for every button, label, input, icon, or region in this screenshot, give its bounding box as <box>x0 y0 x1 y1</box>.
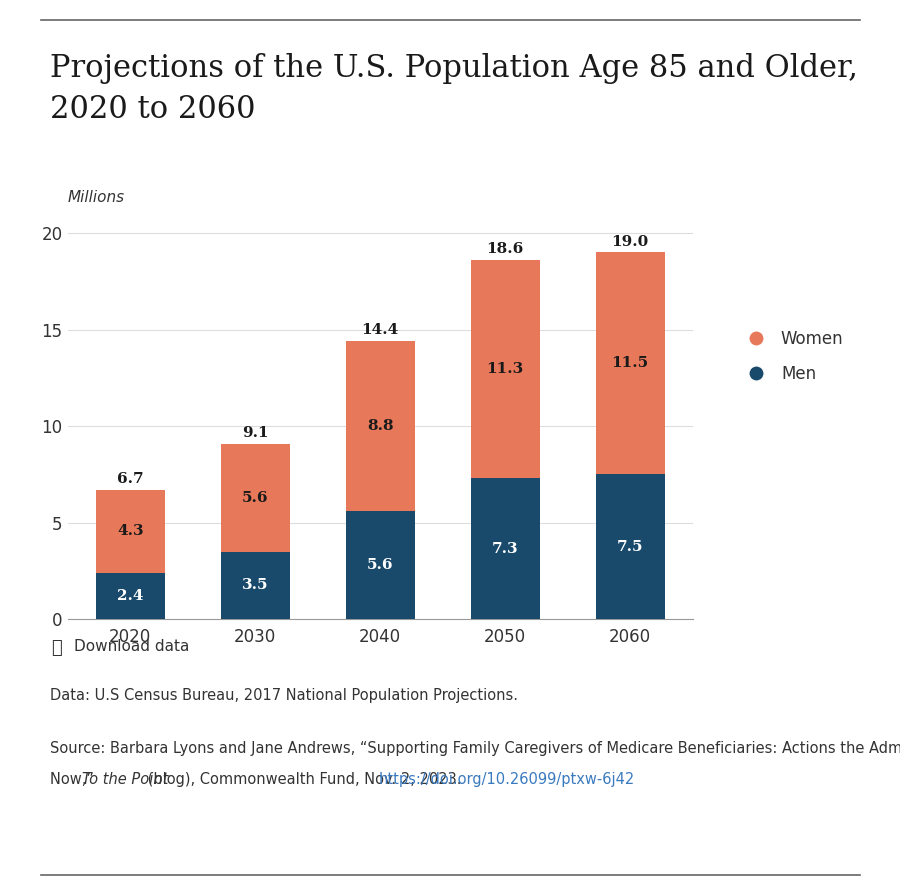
Bar <box>471 478 540 619</box>
Text: 11.5: 11.5 <box>612 356 649 371</box>
Bar <box>471 260 540 478</box>
Bar <box>220 552 290 619</box>
Text: Download data: Download data <box>74 639 189 654</box>
Text: 3.5: 3.5 <box>242 578 268 593</box>
Bar <box>346 341 415 511</box>
Text: 9.1: 9.1 <box>242 426 268 440</box>
Text: https://doi.org/10.26099/ptxw-6j42: https://doi.org/10.26099/ptxw-6j42 <box>379 772 635 788</box>
Bar <box>596 474 664 619</box>
Text: (blog), Commonwealth Fund, Nov. 2, 2023.: (blog), Commonwealth Fund, Nov. 2, 2023. <box>143 772 466 788</box>
Text: ⤓: ⤓ <box>51 639 62 657</box>
Text: 4.3: 4.3 <box>117 525 144 538</box>
Text: 6.7: 6.7 <box>117 472 144 486</box>
Text: 18.6: 18.6 <box>487 242 524 257</box>
Text: 11.3: 11.3 <box>487 363 524 376</box>
Text: Data: U.S Census Bureau, 2017 National Population Projections.: Data: U.S Census Bureau, 2017 National P… <box>50 688 518 703</box>
Legend: Women, Men: Women, Men <box>733 323 850 389</box>
Text: 2.4: 2.4 <box>117 589 143 603</box>
Text: 19.0: 19.0 <box>612 234 649 249</box>
Bar <box>96 573 165 619</box>
Bar <box>220 444 290 552</box>
Text: Source: Barbara Lyons and Jane Andrews, “Supporting Family Caregivers of Medicar: Source: Barbara Lyons and Jane Andrews, … <box>50 741 900 756</box>
Text: 7.5: 7.5 <box>617 540 644 554</box>
Text: 7.3: 7.3 <box>492 542 518 556</box>
Bar <box>596 252 664 474</box>
Text: 14.4: 14.4 <box>362 323 399 338</box>
Text: Now,”: Now,” <box>50 772 98 788</box>
Text: 5.6: 5.6 <box>367 558 393 572</box>
Text: 8.8: 8.8 <box>367 419 393 433</box>
Text: Millions: Millions <box>68 190 124 205</box>
Bar <box>96 490 165 573</box>
Text: 5.6: 5.6 <box>242 491 268 504</box>
Text: 2020 to 2060: 2020 to 2060 <box>50 94 255 125</box>
Text: Projections of the U.S. Population Age 85 and Older,: Projections of the U.S. Population Age 8… <box>50 53 858 85</box>
Bar <box>346 511 415 619</box>
Text: To the Point: To the Point <box>82 772 168 788</box>
